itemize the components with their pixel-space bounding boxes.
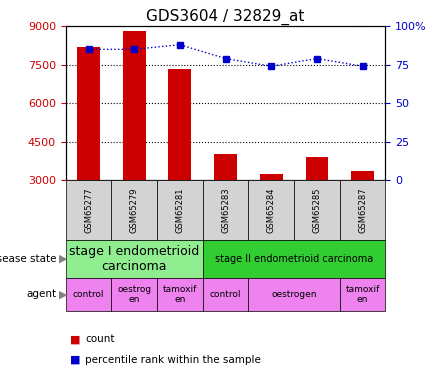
Text: GSM65281: GSM65281 (175, 187, 184, 233)
Bar (169, 69, 191, 180)
Text: agent: agent (27, 290, 57, 299)
Text: control: control (210, 290, 241, 299)
Bar (77, 47, 100, 180)
Text: stage II endometrioid carcinoma: stage II endometrioid carcinoma (215, 254, 373, 264)
Bar (351, 171, 374, 180)
Text: GSM65284: GSM65284 (267, 187, 276, 233)
Title: GDS3604 / 32829_at: GDS3604 / 32829_at (146, 9, 305, 25)
Text: GSM65285: GSM65285 (312, 187, 321, 233)
Text: ■: ■ (70, 334, 81, 344)
Text: tamoxif
en: tamoxif en (162, 285, 197, 304)
Bar (260, 174, 283, 180)
Bar (123, 32, 145, 180)
Text: percentile rank within the sample: percentile rank within the sample (85, 355, 261, 365)
Text: GSM65277: GSM65277 (84, 187, 93, 233)
Text: stage I endometrioid
carcinoma: stage I endometrioid carcinoma (69, 245, 199, 273)
Text: disease state: disease state (0, 254, 57, 264)
Bar (305, 157, 328, 180)
Text: GSM65279: GSM65279 (130, 187, 139, 233)
Text: GSM65287: GSM65287 (358, 187, 367, 233)
Bar (214, 154, 237, 180)
Text: count: count (85, 334, 115, 344)
Text: ■: ■ (70, 355, 81, 365)
Text: GSM65283: GSM65283 (221, 187, 230, 233)
Text: ▶: ▶ (59, 290, 68, 299)
Text: tamoxif
en: tamoxif en (346, 285, 380, 304)
Text: oestrog
en: oestrog en (117, 285, 151, 304)
Text: oestrogen: oestrogen (271, 290, 317, 299)
Text: control: control (73, 290, 104, 299)
Text: ▶: ▶ (59, 254, 68, 264)
